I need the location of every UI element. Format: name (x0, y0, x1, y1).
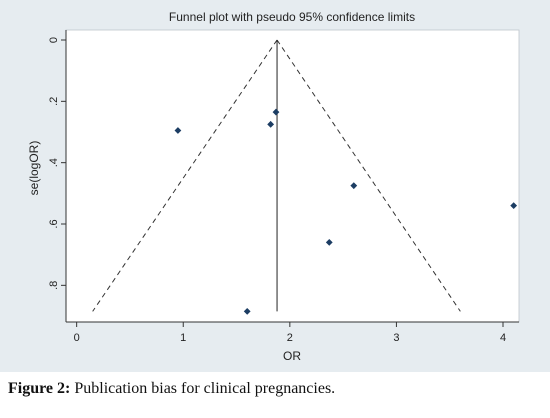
x-tick-label: 2 (287, 332, 293, 344)
x-tick-label: 1 (180, 332, 186, 344)
x-axis-label: OR (283, 349, 301, 363)
y-ticks: 0 .2 .4 .6 .8 (48, 37, 66, 290)
funnel-left-limit (92, 39, 278, 312)
x-tick-label: 4 (500, 332, 506, 344)
y-tick-label: 0 (48, 37, 60, 43)
x-tick-label: 0 (74, 332, 80, 344)
y-axis-label: se(logOR) (27, 141, 41, 196)
funnel-right-limit (276, 39, 461, 312)
figure-caption: Figure 2: Publication bias for clinical … (8, 380, 335, 398)
y-tick-label: .2 (48, 97, 60, 106)
data-point (510, 202, 518, 209)
plot-area (65, 29, 520, 323)
data-point (272, 108, 280, 116)
y-tick-label: .8 (48, 281, 60, 290)
chart-title: Funnel plot with pseudo 95% confidence l… (169, 10, 415, 24)
funnel-plot: Funnel plot with pseudo 95% confidence l… (0, 0, 550, 372)
x-tick-label: 3 (393, 332, 399, 344)
data-point (243, 308, 251, 315)
data-point (174, 127, 182, 134)
y-tick-label: .6 (48, 219, 60, 228)
x-ticks: 0 1 2 3 4 (74, 322, 506, 344)
data-point (350, 182, 358, 190)
data-point (267, 120, 275, 128)
y-tick-label: .4 (48, 158, 60, 167)
caption-text: Publication bias for clinical pregnancie… (70, 380, 336, 397)
caption-label: Figure 2: (8, 380, 71, 397)
data-point (325, 239, 333, 246)
data-points (174, 108, 518, 315)
